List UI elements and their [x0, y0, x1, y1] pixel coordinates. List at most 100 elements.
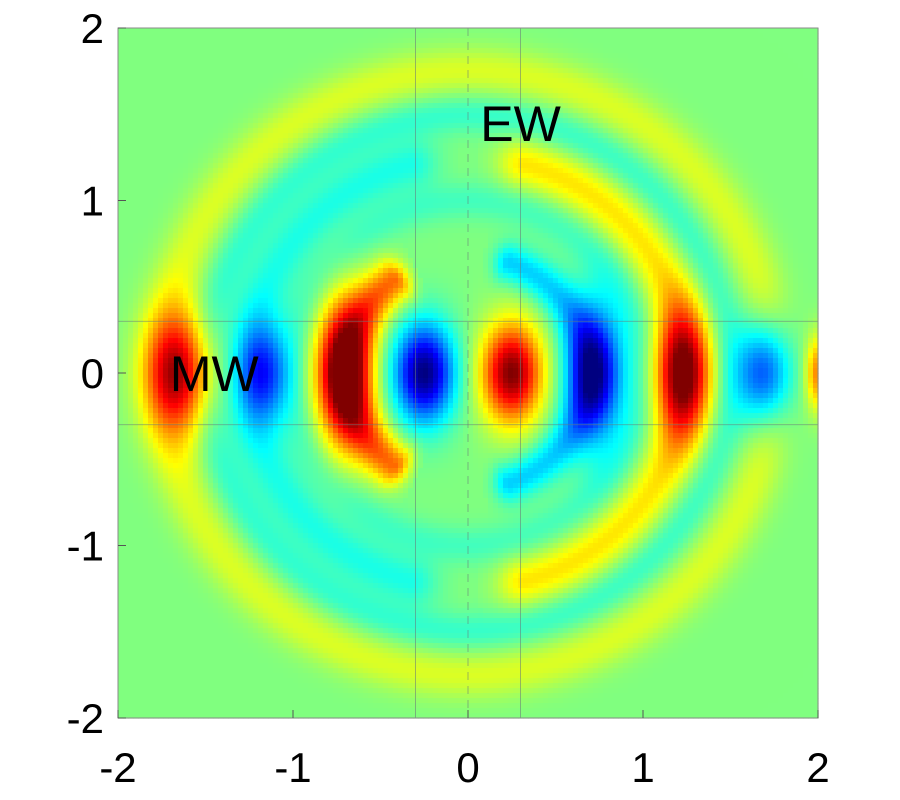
heatmap-cell [288, 138, 294, 144]
heatmap-cell [123, 163, 129, 169]
heatmap-cell [298, 58, 304, 64]
heatmap-cell [798, 178, 804, 184]
heatmap-cell [228, 138, 234, 144]
heatmap-cell [708, 28, 714, 34]
heatmap-cell [303, 108, 309, 114]
heatmap-cell [618, 148, 624, 154]
heatmap-cell [548, 168, 554, 174]
heatmap-cell [513, 58, 519, 64]
heatmap-cell [173, 133, 179, 139]
heatmap-cell [528, 173, 534, 179]
heatmap-cell [303, 68, 309, 74]
heatmap-cell [323, 53, 329, 59]
heatmap-cell [263, 193, 269, 199]
heatmap-cell [778, 113, 784, 119]
heatmap-cell [243, 133, 249, 139]
heatmap-cell [378, 183, 384, 189]
heatmap-cell [423, 198, 429, 204]
heatmap-cell [233, 158, 239, 164]
heatmap-cell [423, 63, 429, 69]
heatmap-cell [248, 103, 254, 109]
heatmap-cell [348, 133, 354, 139]
heatmap-cell [378, 178, 384, 184]
heatmap-cell [788, 53, 794, 59]
heatmap-cell [748, 108, 754, 114]
heatmap-cell [483, 153, 489, 159]
heatmap-cell [323, 93, 329, 99]
heatmap-cell [153, 53, 159, 59]
heatmap-cell [798, 98, 804, 104]
heatmap-cell [598, 123, 604, 129]
heatmap-cell [498, 158, 504, 164]
heatmap-cell [628, 123, 634, 129]
heatmap-cell [778, 183, 784, 189]
heatmap-cell [348, 88, 354, 94]
heatmap-cell [148, 98, 154, 104]
heatmap-cell [678, 83, 684, 89]
heatmap-cell [568, 103, 574, 109]
heatmap-cell [738, 118, 744, 124]
heatmap-cell [288, 203, 294, 209]
heatmap-cell [438, 198, 444, 204]
heatmap-cell [573, 78, 579, 84]
heatmap-cell [273, 93, 279, 99]
heatmap-cell [453, 133, 459, 139]
heatmap-cell [338, 58, 344, 64]
heatmap-cell [328, 193, 334, 199]
heatmap-cell [293, 183, 299, 189]
heatmap-cell [248, 178, 254, 184]
heatmap-cell [483, 158, 489, 164]
heatmap-cell [768, 78, 774, 84]
heatmap-cell [523, 33, 529, 39]
heatmap-cell [368, 158, 374, 164]
heatmap-cell [428, 123, 434, 129]
heatmap-cell [253, 168, 259, 174]
heatmap-cell [138, 73, 144, 79]
heatmap-cell [768, 173, 774, 179]
heatmap-cell [283, 198, 289, 204]
heatmap-cell [148, 133, 154, 139]
heatmap-cell [703, 168, 709, 174]
heatmap-cell [418, 188, 424, 194]
heatmap-cell [193, 203, 199, 209]
heatmap-cell [283, 173, 289, 179]
heatmap-cell [578, 103, 584, 109]
heatmap-cell [693, 188, 699, 194]
heatmap-cell [533, 78, 539, 84]
heatmap-cell [288, 143, 294, 149]
heatmap-cell [653, 163, 659, 169]
heatmap-cell [308, 28, 314, 34]
heatmap-cell [198, 188, 204, 194]
heatmap-cell [233, 43, 239, 49]
heatmap-cell [648, 178, 654, 184]
heatmap-cell [178, 108, 184, 114]
heatmap-cell [118, 118, 124, 124]
heatmap-cell [538, 188, 544, 194]
heatmap-cell [503, 198, 509, 204]
heatmap-cell [698, 98, 704, 104]
heatmap-cell [523, 78, 529, 84]
heatmap-cell [318, 198, 324, 204]
heatmap-cell [803, 168, 809, 174]
heatmap-cell [228, 173, 234, 179]
heatmap-cell [138, 138, 144, 144]
heatmap-cell [693, 88, 699, 94]
heatmap-cell [173, 203, 179, 209]
heatmap-cell [468, 203, 474, 209]
heatmap-cell [163, 73, 169, 79]
heatmap-cell [448, 33, 454, 39]
heatmap-cell [258, 58, 264, 64]
heatmap-cell [453, 73, 459, 79]
heatmap-cell [333, 108, 339, 114]
heatmap-cell [333, 68, 339, 74]
heatmap-cell [403, 198, 409, 204]
heatmap-cell [608, 168, 614, 174]
heatmap-cell [758, 173, 764, 179]
heatmap-cell [693, 163, 699, 169]
heatmap-cell [453, 203, 459, 209]
heatmap-cell [423, 168, 429, 174]
heatmap-cell [473, 203, 479, 209]
heatmap-cell [678, 133, 684, 139]
heatmap-cell [178, 193, 184, 199]
heatmap-cell [753, 133, 759, 139]
